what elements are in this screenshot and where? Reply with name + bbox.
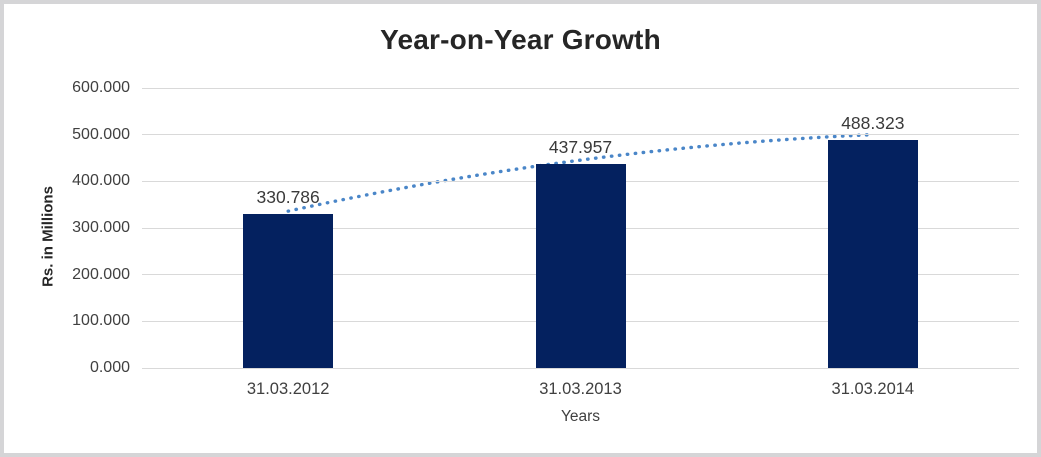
bar-data-label: 488.323 [841, 113, 905, 134]
y-tick-label: 300.000 [72, 219, 130, 236]
y-tick-label: 600.000 [72, 79, 130, 96]
gridline [142, 87, 1019, 89]
plot-area: 330.786 437.957 488.323 [142, 87, 1019, 369]
bar-31.03.2014 [827, 140, 918, 368]
y-tick-label: 400.000 [72, 172, 130, 190]
x-axis-title: Years [560, 408, 601, 425]
x-tick-label: 31.03.2014 [831, 380, 915, 398]
trendline-dotted [286, 132, 875, 213]
y-tick-label: 100.000 [72, 312, 130, 330]
x-tick-label: 31.03.2013 [539, 380, 622, 398]
gridline [142, 367, 1019, 369]
y-tick-label: 500.000 [72, 125, 130, 143]
bar-data-label: 330.786 [256, 186, 320, 207]
trendline-path [286, 132, 875, 213]
y-tick-label: 200.000 [72, 265, 130, 283]
bar-data-label: 437.957 [548, 136, 613, 157]
y-tick-label: 0.000 [89, 359, 130, 376]
bar-31.03.2012 [243, 213, 334, 368]
bar-31.03.2013 [535, 163, 626, 368]
x-tick-label: 31.03.2012 [246, 380, 330, 398]
chart-title: Year-on-Year Growth [380, 24, 661, 55]
gridline [142, 134, 1019, 136]
